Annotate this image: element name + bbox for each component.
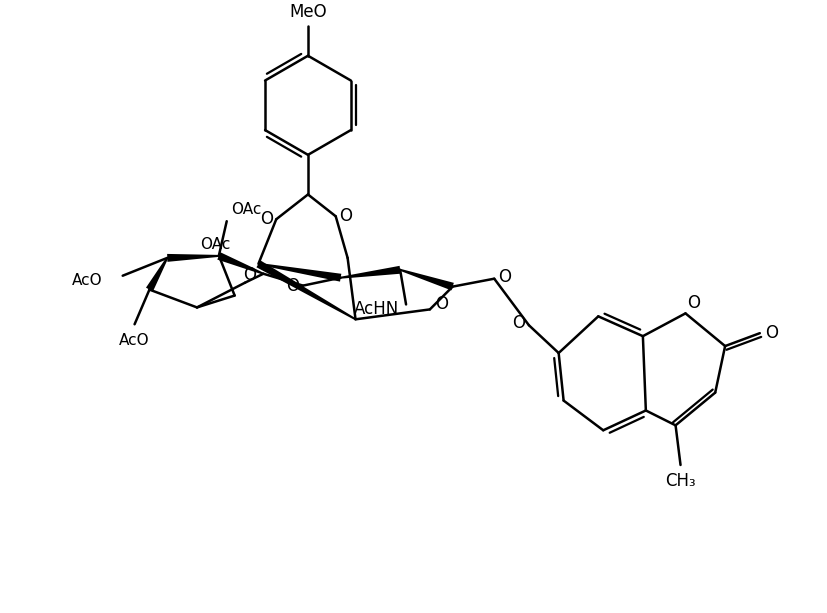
Text: O: O: [687, 294, 700, 313]
Polygon shape: [258, 263, 342, 281]
Text: O: O: [287, 276, 299, 295]
Polygon shape: [341, 266, 400, 279]
Text: OAc: OAc: [199, 237, 230, 251]
Text: AcO: AcO: [72, 273, 103, 288]
Text: O: O: [513, 314, 525, 332]
Polygon shape: [218, 252, 264, 275]
Text: O: O: [339, 207, 352, 225]
Polygon shape: [256, 261, 356, 320]
Polygon shape: [146, 257, 168, 292]
Polygon shape: [167, 254, 219, 262]
Text: CH₃: CH₃: [665, 472, 696, 490]
Text: O: O: [765, 324, 778, 342]
Text: AcO: AcO: [119, 333, 150, 348]
Text: O: O: [498, 268, 510, 286]
Text: AcHN: AcHN: [354, 300, 399, 318]
Text: O: O: [243, 265, 256, 284]
Polygon shape: [399, 269, 454, 291]
Text: O: O: [260, 210, 273, 228]
Text: OAc: OAc: [232, 202, 261, 217]
Text: O: O: [435, 295, 448, 313]
Text: MeO: MeO: [289, 3, 327, 21]
